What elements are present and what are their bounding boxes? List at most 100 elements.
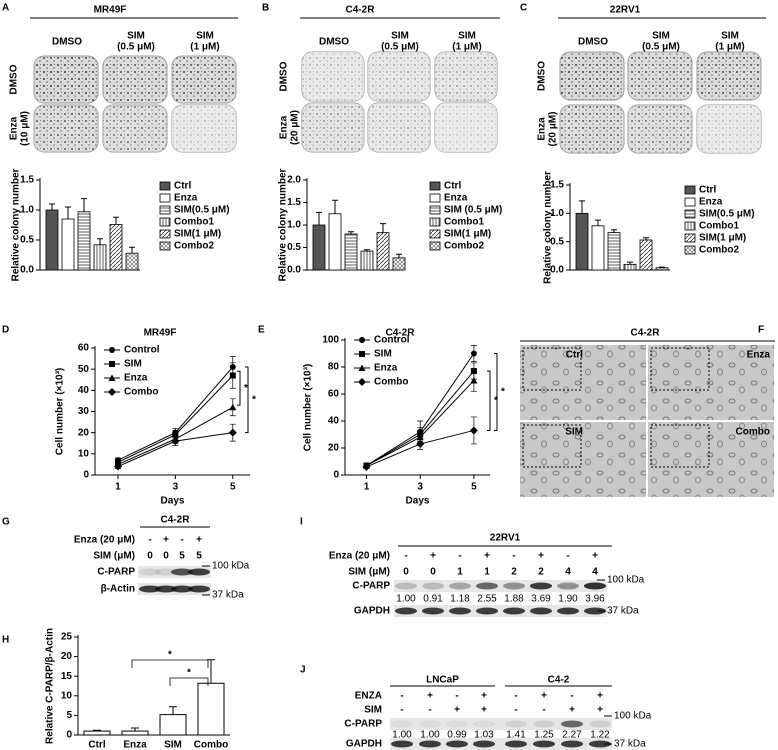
row-label: DMSO — [9, 64, 20, 94]
error-bar — [81, 198, 87, 212]
x-tick-label: SIM — [164, 740, 182, 750]
lane-label: 5 — [196, 551, 202, 562]
error-bar — [129, 246, 135, 254]
row-label: (20 μM) — [290, 110, 301, 145]
colony-title: C4-2R — [346, 5, 376, 16]
band — [589, 740, 611, 748]
lane-label: 0 — [163, 551, 169, 562]
lane-label: 2 — [538, 567, 544, 578]
error-bar — [93, 729, 101, 732]
bar — [623, 263, 637, 271]
blot-strip — [390, 718, 612, 730]
y-tick-label: 1.0 — [20, 205, 34, 216]
band — [557, 607, 579, 615]
y-tick-label: 1.0 — [287, 220, 301, 231]
significance: * — [501, 387, 505, 398]
y-axis-label: Relative colony number — [543, 171, 554, 284]
legend-swatch — [159, 241, 171, 251]
x-tick-label: 3 — [173, 482, 179, 493]
colony-plate — [559, 104, 625, 154]
lane-label: - — [570, 691, 573, 702]
y-tick-label: 0.0 — [20, 265, 34, 276]
legend-swatch — [429, 205, 441, 215]
quantification: 1.41 — [506, 730, 526, 741]
marker-label: 37 kDa — [212, 590, 244, 601]
legend-label: Enza — [124, 373, 148, 384]
band — [505, 740, 527, 748]
column-label: (0.5 μM) — [381, 42, 419, 53]
panel-letter: J — [300, 665, 306, 676]
y-tick-label: 2.0 — [287, 175, 301, 186]
y-axis-label: Cell number (×10³) — [55, 368, 66, 456]
significance-bracket — [245, 366, 249, 434]
y-axis-label: Cell number (×10³) — [303, 364, 314, 452]
legend-marker — [109, 347, 115, 353]
plate-tint — [172, 56, 236, 103]
colony-plate — [102, 104, 168, 153]
lane-label: + — [430, 551, 436, 562]
y-tick-label: 60 — [328, 389, 340, 400]
marker-label: 37 kDa — [607, 606, 639, 617]
band — [503, 582, 525, 590]
legend-swatch — [684, 209, 696, 219]
band — [188, 585, 210, 593]
band — [584, 582, 606, 590]
blot-group: 22RV1 — [490, 533, 521, 544]
quantification: 1.00 — [420, 730, 440, 741]
bar — [312, 224, 326, 271]
band — [584, 607, 606, 615]
marker — [416, 439, 425, 448]
band — [533, 720, 555, 728]
lane-label: + — [538, 551, 544, 562]
bar — [109, 223, 123, 271]
lane-label: - — [514, 691, 517, 702]
error-bar — [65, 206, 71, 219]
plate-tint — [628, 105, 692, 153]
band — [171, 568, 193, 576]
blot-group: C4-2 — [548, 675, 570, 686]
blot-group: LNCaP — [426, 675, 459, 686]
band — [503, 607, 525, 615]
band — [530, 582, 552, 590]
column-label: (1 μM) — [190, 42, 219, 53]
plate-tint — [34, 105, 98, 152]
lane-label: + — [196, 535, 202, 546]
marker-label: 37 kDa — [614, 739, 646, 750]
column-label: DMSO — [319, 37, 349, 48]
micrograph-label: Combo — [736, 427, 770, 438]
legend-swatch — [684, 185, 696, 195]
y-tick-label: 20 — [61, 651, 73, 662]
plate-tint — [697, 105, 761, 153]
error-bar — [396, 253, 402, 258]
lane-label: + — [597, 705, 603, 716]
legend-label: Control — [124, 345, 160, 356]
x-tick-label: 1 — [115, 482, 121, 493]
y-tick-label: 20 — [328, 443, 340, 454]
column-label: SIM — [721, 31, 739, 42]
legend-label: Combo — [124, 387, 158, 398]
significance: * — [244, 383, 248, 394]
inset-box — [522, 424, 582, 468]
x-tick-label: 5 — [230, 482, 236, 493]
error-bar — [380, 223, 386, 233]
band — [422, 607, 444, 615]
lane-label: + — [427, 691, 433, 702]
plate-tint — [435, 103, 497, 152]
blot-strip — [390, 738, 612, 750]
error-bar — [169, 706, 177, 715]
bar — [655, 267, 669, 271]
legend-swatch — [429, 181, 441, 191]
bar — [93, 244, 107, 271]
legend-label: SIM(1 μM) — [444, 229, 491, 240]
marker — [470, 377, 478, 384]
treatment-label: SIM (μM) — [93, 551, 135, 562]
marker — [113, 462, 122, 471]
quantification: 0.91 — [423, 594, 443, 605]
x-axis-label: Days — [406, 496, 430, 507]
band-label: C-PARP — [97, 567, 135, 578]
quantification: 0.99 — [447, 730, 467, 741]
legend-label: SIM (0.5 μM) — [444, 205, 502, 216]
panel-letter: H — [2, 635, 9, 646]
legend-marker — [109, 361, 115, 367]
row-label: DMSO — [279, 61, 290, 91]
